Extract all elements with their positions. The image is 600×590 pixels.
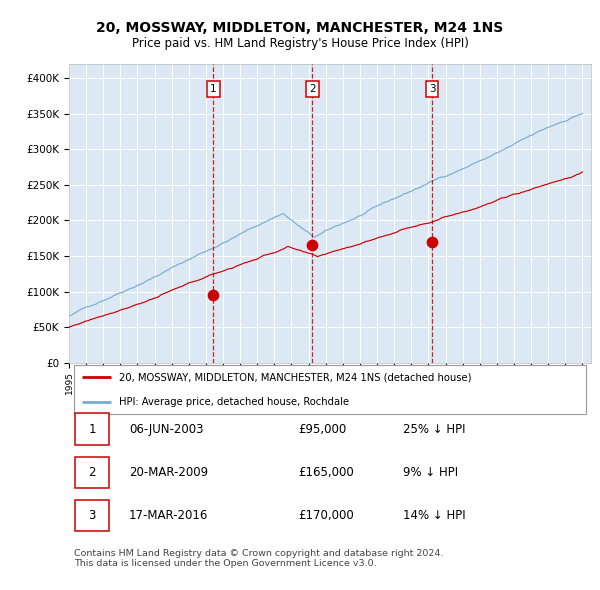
Point — [308, 241, 317, 250]
Text: 25% ↓ HPI: 25% ↓ HPI — [403, 422, 466, 435]
Text: £95,000: £95,000 — [299, 422, 347, 435]
Text: Contains HM Land Registry data © Crown copyright and database right 2024.
This d: Contains HM Land Registry data © Crown c… — [74, 549, 443, 568]
Text: 1: 1 — [88, 422, 96, 435]
FancyBboxPatch shape — [75, 457, 109, 488]
FancyBboxPatch shape — [75, 414, 109, 445]
Text: 9% ↓ HPI: 9% ↓ HPI — [403, 466, 458, 478]
Text: Price paid vs. HM Land Registry's House Price Index (HPI): Price paid vs. HM Land Registry's House … — [131, 37, 469, 50]
Text: 1: 1 — [210, 84, 217, 94]
Text: 3: 3 — [89, 509, 96, 522]
FancyBboxPatch shape — [74, 365, 586, 414]
Text: 17-MAR-2016: 17-MAR-2016 — [129, 509, 208, 522]
Text: 2: 2 — [88, 466, 96, 478]
FancyBboxPatch shape — [75, 500, 109, 531]
Text: HPI: Average price, detached house, Rochdale: HPI: Average price, detached house, Roch… — [119, 396, 349, 407]
Text: 20-MAR-2009: 20-MAR-2009 — [129, 466, 208, 478]
Text: £170,000: £170,000 — [299, 509, 355, 522]
Text: 20, MOSSWAY, MIDDLETON, MANCHESTER, M24 1NS: 20, MOSSWAY, MIDDLETON, MANCHESTER, M24 … — [97, 21, 503, 35]
Text: 14% ↓ HPI: 14% ↓ HPI — [403, 509, 466, 522]
Text: 06-JUN-2003: 06-JUN-2003 — [129, 422, 203, 435]
Text: 3: 3 — [428, 84, 436, 94]
Point — [427, 237, 437, 247]
Text: 2: 2 — [309, 84, 316, 94]
Text: 20, MOSSWAY, MIDDLETON, MANCHESTER, M24 1NS (detached house): 20, MOSSWAY, MIDDLETON, MANCHESTER, M24 … — [119, 372, 471, 382]
Text: £165,000: £165,000 — [299, 466, 355, 478]
Point — [208, 290, 218, 300]
